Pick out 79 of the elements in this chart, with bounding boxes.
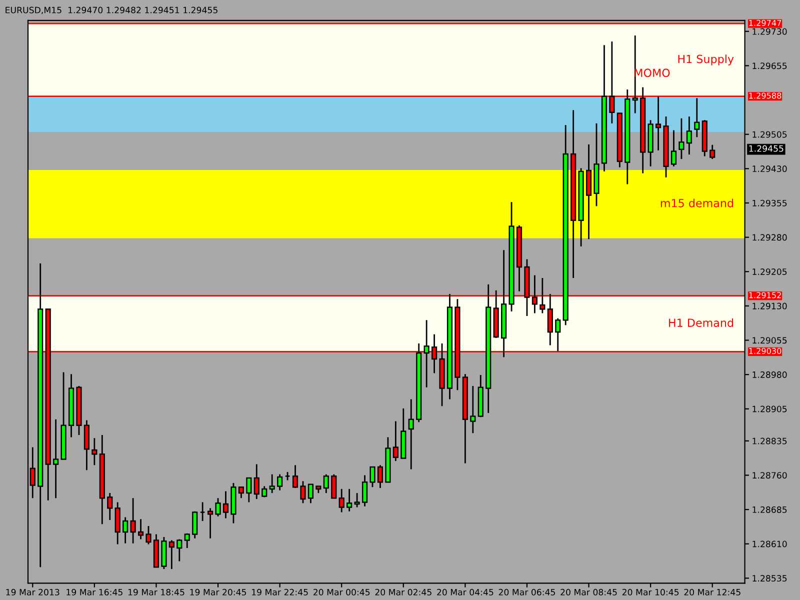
- candlestick: [215, 497, 221, 518]
- ref-line-label: 1.29588: [749, 92, 782, 99]
- candlestick: [292, 464, 298, 489]
- candlestick: [130, 497, 136, 544]
- x-tick-label: 20 Mar 04:45: [437, 588, 494, 596]
- x-tick-label: 20 Mar 02:45: [375, 588, 432, 596]
- candlestick: [254, 464, 260, 500]
- candlestick: [277, 474, 283, 492]
- y-tick-label: 1.28535: [752, 575, 787, 582]
- candlestick: [53, 418, 59, 499]
- candlestick: [354, 492, 360, 508]
- candlestick: [184, 532, 190, 549]
- candlestick: [678, 118, 684, 160]
- y-tick-label: 1.29355: [752, 200, 787, 206]
- candlestick: [122, 516, 128, 544]
- candlestick: [331, 474, 337, 499]
- candlestick: [176, 538, 182, 562]
- candlestick: [114, 502, 120, 545]
- candlestick: [424, 319, 430, 388]
- candlestick: [346, 488, 352, 512]
- candlestick: [84, 420, 90, 471]
- x-tick-label: 19 Mar 22:45: [252, 588, 308, 596]
- y-tick-label: 1.28835: [752, 438, 787, 444]
- y-tick-label: 1.29280: [752, 234, 787, 241]
- candlestick: [300, 480, 306, 504]
- candlestick: [408, 398, 414, 470]
- band-label: H1 Supply: [678, 54, 734, 66]
- candlestick: [370, 466, 376, 488]
- candlestick: [138, 518, 144, 540]
- y-tick-label: 1.28760: [752, 472, 787, 479]
- candlestick: [362, 474, 368, 508]
- candlestick: [92, 437, 98, 466]
- candlestick: [107, 492, 113, 521]
- candlestick: [710, 144, 716, 160]
- x-tick-label: 20 Mar 10:45: [622, 588, 679, 596]
- candlestick: [192, 510, 198, 540]
- y-tick-label: 1.28610: [752, 540, 787, 548]
- candlestick: [208, 507, 214, 540]
- y-tick-label: 1.29205: [752, 268, 787, 275]
- y-tick-label: 1.29730: [752, 28, 787, 35]
- y-tick-label: 1.29130: [752, 302, 787, 310]
- text: 1.29455: [749, 145, 784, 152]
- chart-title: EURUSD,M15 1.29470 1.29482 1.29451 1.29455: [6, 6, 218, 14]
- y-tick-label: 1.29505: [752, 131, 787, 138]
- candlestick: [686, 116, 692, 156]
- ref-line-label: 1.29747: [749, 20, 782, 26]
- candlestick: [168, 539, 174, 570]
- candlestick: [308, 484, 314, 504]
- y-tick-label: 1.29055: [752, 337, 787, 344]
- candlestick: [222, 490, 229, 519]
- x-tick-label: 19 Mar 2013: [6, 588, 60, 596]
- candlestick: [269, 474, 275, 494]
- candlestick: [246, 477, 252, 503]
- candlestick: [555, 318, 561, 352]
- candlestick: [670, 130, 677, 168]
- ref-line-label: 1.29152: [749, 292, 781, 298]
- x-tick-label: 20 Mar 08:45: [560, 588, 617, 596]
- x-tick-label: 19 Mar 20:45: [190, 588, 246, 596]
- x-tick-label: 19 Mar 18:45: [128, 588, 184, 596]
- y-tick-label: 1.28980: [752, 371, 787, 378]
- candlestick: [392, 420, 398, 462]
- y-tick-label: 1.28685: [752, 506, 787, 513]
- x-tick-label: 19 Mar 16:45: [66, 588, 122, 596]
- ref-line-label: 1.29030: [749, 348, 782, 354]
- candlestick: [470, 385, 476, 434]
- x-tick-label: 20 Mar 06:45: [498, 588, 555, 596]
- band-label: m15 demand: [660, 198, 734, 208]
- candlestick: [694, 97, 700, 138]
- candlestick: [238, 486, 244, 499]
- y-tick-label: 1.28905: [752, 406, 787, 412]
- candlestick: [338, 488, 344, 513]
- band-label: H1 Demand: [669, 318, 734, 327]
- y-tick-label: 1.29655: [752, 62, 787, 70]
- candlestick: [377, 464, 384, 489]
- x-tick-label: 20 Mar 12:45: [684, 588, 740, 596]
- candlestick: [323, 474, 329, 494]
- x-tick-label: 20 Mar 00:45: [313, 588, 370, 596]
- candlestick: [146, 525, 152, 545]
- y-tick-label: 1.29430: [752, 166, 787, 172]
